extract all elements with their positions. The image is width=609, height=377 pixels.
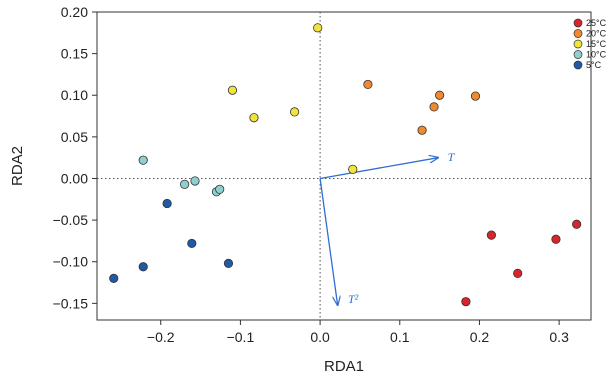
x-tick-label: 0.2 (470, 329, 490, 345)
data-points (109, 23, 582, 307)
data-point (348, 164, 358, 174)
x-tick-label: 0.1 (390, 329, 410, 345)
legend-label: 15°C (586, 39, 607, 49)
zero-reference-lines (97, 12, 591, 320)
vector-label: T² (348, 292, 359, 306)
legend-label: 5°C (586, 60, 602, 70)
legend-marker (573, 39, 583, 49)
y-tick-label: 0.00 (61, 170, 88, 186)
data-point (429, 102, 439, 112)
data-point (162, 198, 172, 209)
x-axis: −0.2 −0.1 0.0 0.1 0.2 0.3 (147, 320, 569, 345)
data-point (289, 107, 300, 117)
vector-label: T (448, 150, 456, 164)
legend-marker (573, 50, 583, 59)
data-point (470, 91, 481, 101)
legend-label: 20°C (586, 29, 607, 39)
x-tick-label: 0.3 (549, 329, 569, 345)
y-axis-title: RDA2 (9, 146, 26, 186)
legend-label: 25°C (586, 18, 607, 28)
data-point (435, 90, 445, 100)
vector-arrow (319, 178, 338, 305)
data-point (190, 176, 200, 186)
data-point (109, 273, 119, 283)
plot-border (96, 11, 592, 321)
data-point (138, 155, 148, 165)
data-point (551, 234, 561, 244)
environmental-vectors: T T² (319, 150, 456, 306)
data-point (138, 262, 148, 272)
y-tick-label: 0.10 (61, 87, 88, 103)
data-point (513, 268, 523, 278)
data-point (486, 230, 497, 240)
legend-marker (573, 29, 583, 38)
y-tick-label: 0.05 (61, 129, 88, 145)
plot-frame (96, 11, 592, 321)
x-tick-label: 0.0 (310, 329, 330, 345)
data-point (461, 297, 471, 307)
legend-marker (573, 60, 583, 70)
data-point (249, 113, 259, 123)
x-tick-label: −0.1 (227, 329, 255, 345)
legend-marker (573, 18, 583, 28)
legend-label: 10°C (586, 50, 607, 60)
data-point (223, 258, 234, 268)
vector-arrow (319, 158, 438, 180)
y-tick-label: 0.20 (61, 4, 88, 20)
y-tick-label: 0.15 (61, 46, 88, 62)
y-axis: 0.20 0.15 0.10 0.05 0.00 −0.05 −0.10 −0.15 (53, 4, 97, 311)
y-tick-label: −0.10 (53, 254, 89, 270)
y-tick-label: −0.15 (53, 295, 89, 311)
legend: 25°C20°C15°C10°C5°C (573, 18, 607, 70)
data-point (313, 23, 323, 33)
y-tick-label: −0.05 (53, 212, 89, 228)
data-point (180, 179, 190, 189)
data-point (227, 85, 238, 95)
x-axis-title: RDA1 (324, 358, 364, 375)
data-point (215, 184, 225, 194)
data-point (572, 219, 582, 229)
data-point (187, 238, 197, 249)
x-tick-label: −0.2 (147, 329, 175, 345)
data-point (363, 79, 373, 90)
data-point (417, 125, 427, 135)
